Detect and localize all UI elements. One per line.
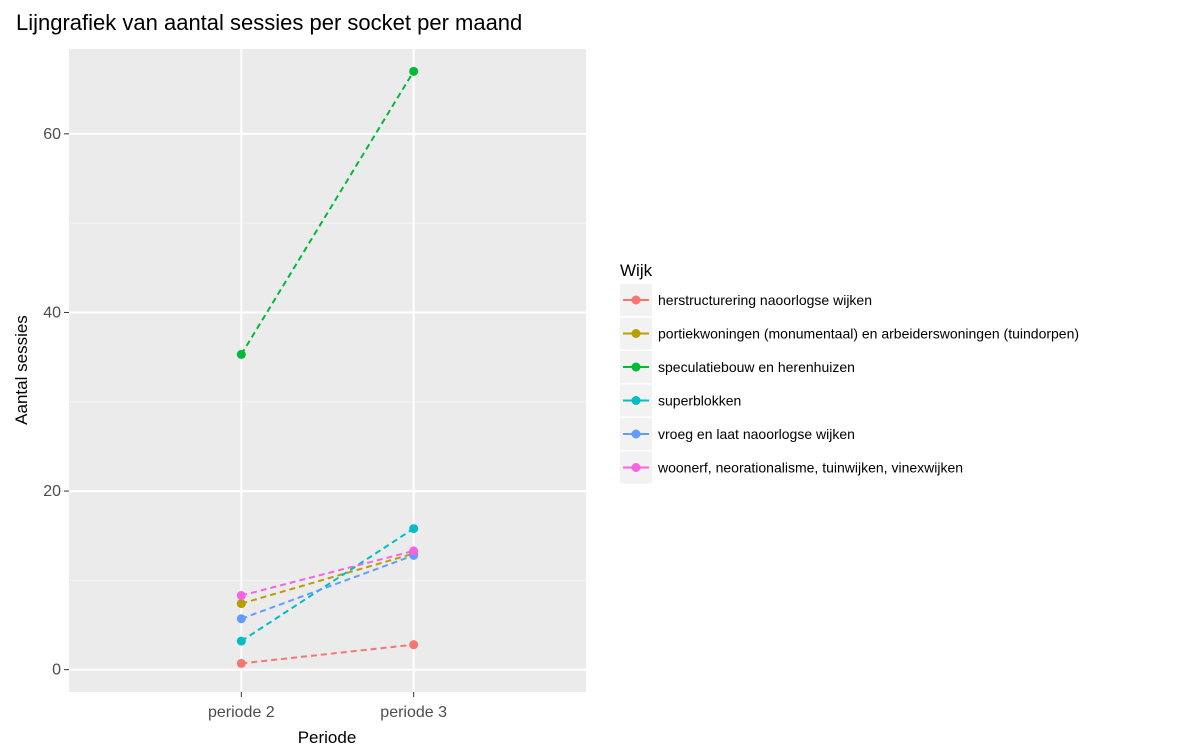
- legend-title: Wijk: [620, 261, 653, 280]
- y-tick-label: 0: [52, 662, 61, 679]
- legend: Wijk herstructurering naoorlogse wijken p…: [620, 261, 1079, 484]
- x-tick-label: periode 3: [380, 704, 447, 721]
- legend-item: vroeg en laat naoorlogse wijken: [620, 418, 855, 450]
- series-group: [236, 66, 419, 359]
- series-group: [236, 546, 419, 601]
- data-point: [236, 658, 246, 668]
- series-group: [236, 640, 419, 668]
- data-point: [236, 614, 246, 624]
- data-point: [236, 636, 246, 646]
- gridlines: [69, 49, 586, 692]
- legend-label: speculatiebouw en herenhuizen: [658, 359, 855, 375]
- chart-title: Lijngrafiek van aantal sessies per socke…: [16, 10, 522, 35]
- y-axis-title: Aantal sessies: [12, 315, 31, 425]
- legend-label: portiekwoningen (monumentaal) en arbeide…: [658, 326, 1079, 342]
- legend-key-point: [631, 463, 641, 472]
- legend-key-point: [631, 362, 641, 372]
- legend-item: portiekwoningen (monumentaal) en arbeide…: [620, 317, 1079, 350]
- legend-key-point: [631, 396, 641, 405]
- legend-key-point: [631, 329, 641, 338]
- series-group: [236, 524, 419, 646]
- axes: 0 20 40 60 periode 2 periode 3: [43, 126, 447, 721]
- data-series: [236, 66, 419, 668]
- data-point: [409, 66, 419, 76]
- series-line: [240, 70, 415, 355]
- legend-label: herstructurering naoorlogse wijken: [658, 292, 872, 308]
- legend-key-point: [631, 295, 641, 305]
- legend-key-point: [631, 429, 641, 439]
- plot-panel: [69, 49, 586, 692]
- x-tick-label: periode 2: [208, 704, 275, 721]
- data-point: [236, 349, 246, 359]
- data-point: [409, 524, 419, 534]
- data-point: [236, 591, 246, 601]
- series-line: [240, 527, 415, 642]
- y-tick-label: 40: [43, 304, 61, 321]
- series-line: [241, 643, 414, 665]
- legend-label: vroeg en laat naoorlogse wijken: [658, 426, 855, 442]
- legend-item: woonerf, neorationalisme, tuinwijken, vi…: [620, 451, 963, 484]
- data-point: [236, 599, 246, 609]
- data-point: [409, 546, 419, 556]
- legend-item: speculatiebouw en herenhuizen: [620, 351, 855, 383]
- legend-item: herstructurering naoorlogse wijken: [620, 284, 872, 316]
- x-axis-title: Periode: [298, 728, 357, 747]
- legend-item: superblokken: [620, 384, 741, 417]
- y-tick-label: 60: [43, 126, 61, 143]
- data-point: [409, 640, 419, 650]
- series-line: [240, 554, 415, 620]
- legend-label: superblokken: [658, 393, 741, 409]
- y-tick-label: 20: [43, 483, 61, 500]
- legend-label: woonerf, neorationalisme, tuinwijken, vi…: [657, 460, 963, 476]
